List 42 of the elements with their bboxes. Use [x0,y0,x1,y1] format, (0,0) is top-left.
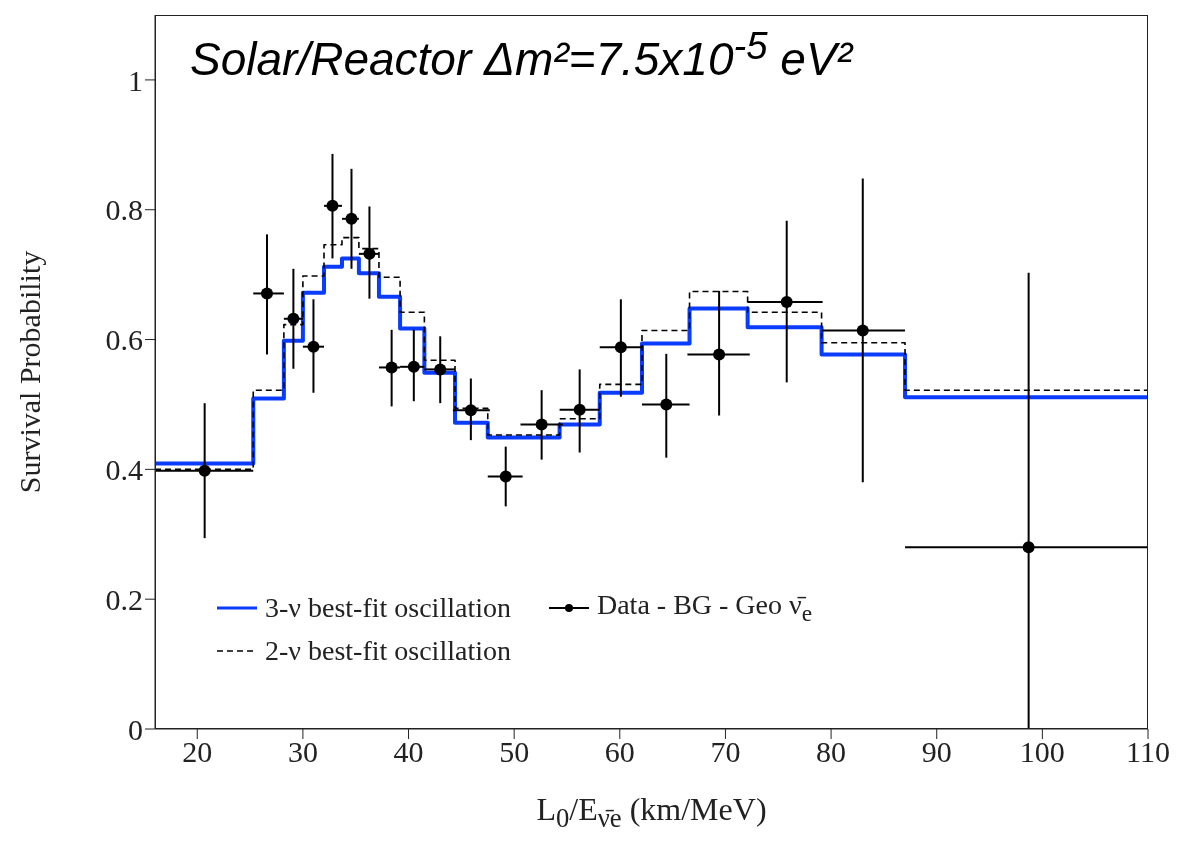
point [1022,541,1035,554]
x-tick-label: 110 [1126,735,1170,769]
chart-title: Solar/Reactor Δm²=7.5x10$^{-5}$ eV² [190,23,852,88]
x-tick-label: 40 [393,735,424,769]
point [260,287,273,300]
y-tick-label: 0 [128,712,143,746]
point [464,404,477,417]
y-tick-label: 0.2 [105,582,143,616]
legend-label: Data - BG - Geo ν̄$_{e}$ [596,589,813,627]
point [363,247,376,260]
x-tick-label: 50 [499,735,530,769]
point [307,340,320,353]
x-tick-label: 60 [604,735,635,769]
x-tick-label: 80 [816,735,847,769]
x-tick-label: 100 [1019,735,1065,769]
point [535,418,548,431]
y-tick-label: 0.4 [105,453,143,487]
point [614,341,627,354]
y-tick-label: 0.6 [105,323,143,357]
x-axis-title: L$_{0}$/E$_{ν̄e}$ (km/MeV) [536,791,767,835]
y-axis-title: Survival Probability [13,250,47,494]
x-tick-label: 90 [921,735,952,769]
point [573,403,586,416]
point [660,398,673,411]
y-tick-label: 0.8 [105,193,143,227]
x-tick-label: 30 [287,735,318,769]
point [780,295,793,308]
point [856,324,869,337]
point [407,360,420,373]
legend-label: 3-ν best-fit oscillation [265,591,511,624]
point [385,361,398,374]
point [713,348,726,361]
x-tick-label: 20 [182,735,213,769]
y-tick-label: 1 [128,63,143,97]
legend-label: 2-ν best-fit oscillation [265,634,511,667]
x-tick-label: 70 [710,735,741,769]
point [345,212,358,225]
point [326,199,339,212]
point [499,470,512,483]
point [434,363,447,376]
point [287,312,300,325]
point [198,464,211,477]
